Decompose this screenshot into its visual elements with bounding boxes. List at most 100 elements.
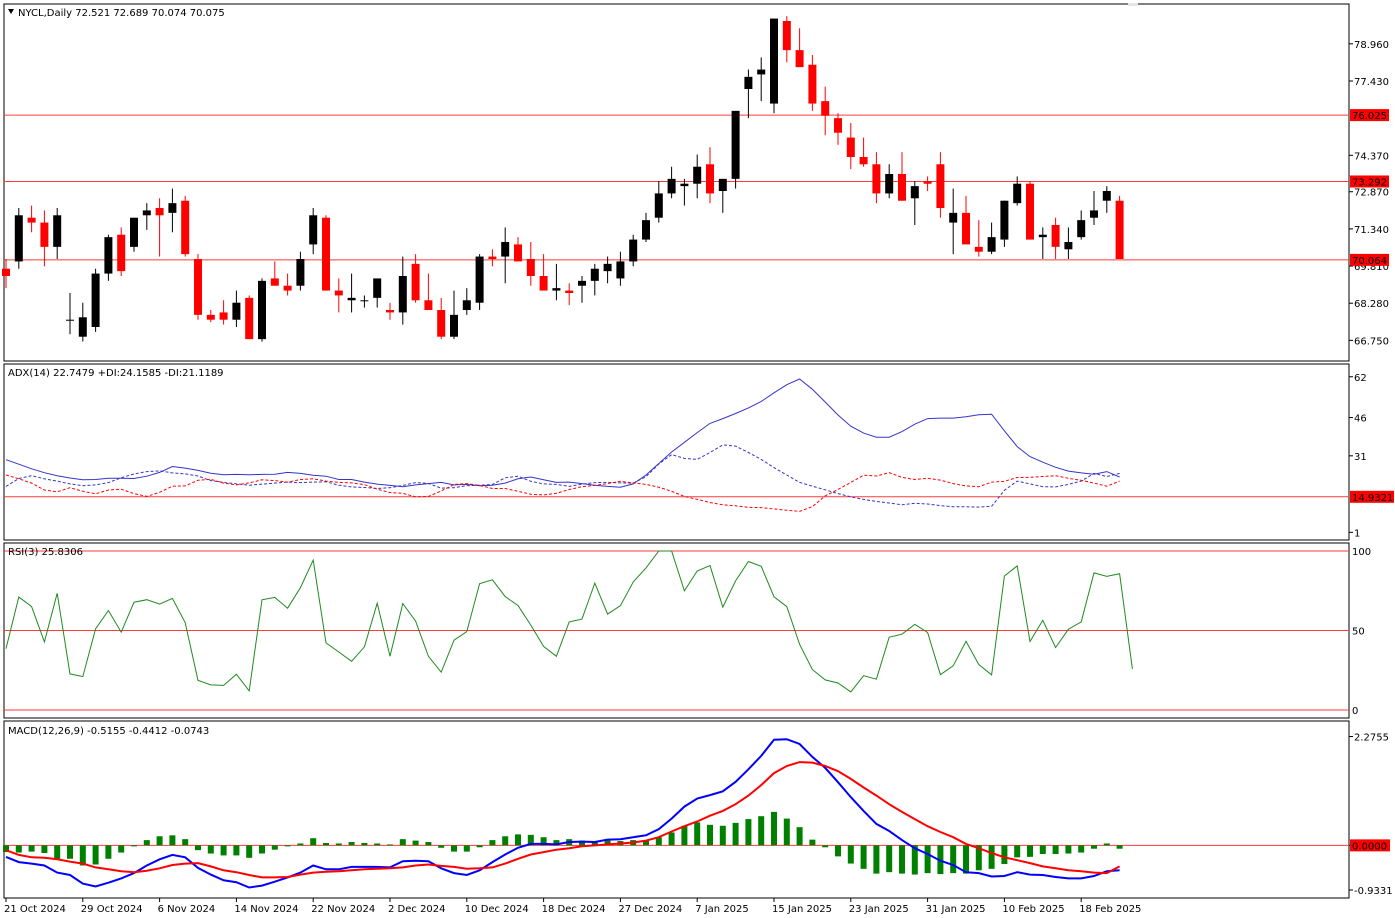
bullish-candle[interactable] <box>1090 210 1098 218</box>
bearish-candle[interactable] <box>962 212 970 245</box>
bearish-candle[interactable] <box>283 285 292 291</box>
bearish-candle[interactable] <box>514 244 522 262</box>
bullish-candle[interactable] <box>667 178 676 194</box>
minus-di-line[interactable] <box>5 472 1120 512</box>
bullish-candle[interactable] <box>770 18 778 104</box>
bullish-candle[interactable] <box>360 300 369 302</box>
bearish-candle[interactable] <box>488 256 497 259</box>
bullish-candle[interactable] <box>1013 183 1022 204</box>
bearish-candle[interactable] <box>1026 183 1034 240</box>
bearish-candle[interactable] <box>974 246 983 252</box>
bearish-candle[interactable] <box>936 164 945 208</box>
bearish-candle[interactable] <box>322 217 330 291</box>
bearish-candle[interactable] <box>795 50 804 68</box>
bullish-candle[interactable] <box>296 259 305 286</box>
bullish-candle[interactable] <box>718 178 727 191</box>
bullish-candle[interactable] <box>14 215 23 262</box>
bearish-candle[interactable] <box>1051 225 1060 247</box>
rsi-line[interactable] <box>5 550 1133 693</box>
bearish-candle[interactable] <box>245 297 254 340</box>
bullish-candle[interactable] <box>910 186 919 199</box>
bullish-candle[interactable] <box>462 300 471 310</box>
bearish-candle[interactable] <box>923 181 932 184</box>
bearish-candle[interactable] <box>40 222 49 247</box>
bullish-candle[interactable] <box>309 215 318 245</box>
bullish-candle[interactable] <box>603 263 612 272</box>
bullish-candle[interactable] <box>53 215 62 247</box>
bearish-candle[interactable] <box>859 157 868 165</box>
macd-histogram-bar <box>527 834 534 846</box>
bearish-candle[interactable] <box>270 278 279 286</box>
bearish-candle[interactable] <box>565 290 574 293</box>
bullish-candle[interactable] <box>680 183 689 187</box>
bearish-candle[interactable] <box>526 259 535 276</box>
bearish-candle[interactable] <box>181 200 190 255</box>
bullish-candle[interactable] <box>1064 242 1073 250</box>
signal-line[interactable] <box>5 761 1121 879</box>
bearish-candle[interactable] <box>194 259 202 315</box>
bullish-candle[interactable] <box>744 76 753 89</box>
bullish-candle[interactable] <box>590 268 599 281</box>
bearish-candle[interactable] <box>219 312 228 320</box>
rsi-panel-title: RSI(3) 25.8306 <box>8 547 83 558</box>
bullish-candle[interactable] <box>578 280 586 286</box>
macd-histogram-bar <box>1039 845 1046 854</box>
bullish-candle[interactable] <box>629 239 638 262</box>
bullish-candle[interactable] <box>987 237 996 252</box>
bearish-candle[interactable] <box>872 164 881 194</box>
bullish-candle[interactable] <box>949 212 958 223</box>
bearish-candle[interactable] <box>206 314 215 320</box>
bullish-candle[interactable] <box>450 314 458 337</box>
bearish-candle[interactable] <box>424 300 433 310</box>
bearish-candle[interactable] <box>27 217 36 223</box>
bullish-candle[interactable] <box>347 297 356 301</box>
bullish-candle[interactable] <box>616 261 625 279</box>
bullish-candle[interactable] <box>885 174 894 194</box>
bullish-candle[interactable] <box>104 237 113 274</box>
bullish-candle[interactable] <box>757 69 766 75</box>
bearish-candle[interactable] <box>706 164 714 194</box>
bearish-candle[interactable] <box>821 101 830 116</box>
adx-line[interactable] <box>5 378 1120 488</box>
bullish-candle[interactable] <box>258 280 266 340</box>
bullish-candle[interactable] <box>142 210 151 216</box>
bearish-candle[interactable] <box>1115 200 1124 259</box>
triangle-down-icon[interactable] <box>8 9 14 14</box>
bullish-candle[interactable] <box>130 217 138 247</box>
bullish-candle[interactable] <box>373 278 382 298</box>
bullish-candle[interactable] <box>1038 234 1047 238</box>
bearish-candle[interactable] <box>539 276 548 291</box>
bullish-candle[interactable] <box>642 220 650 240</box>
bullish-candle[interactable] <box>398 276 407 313</box>
bearish-candle[interactable] <box>2 268 10 276</box>
plus-di-line[interactable] <box>5 444 1120 508</box>
bullish-candle[interactable] <box>78 317 87 337</box>
bullish-candle[interactable] <box>232 302 241 320</box>
bearish-candle[interactable] <box>334 290 343 296</box>
bullish-candle[interactable] <box>66 319 74 321</box>
bullish-candle[interactable] <box>654 193 663 218</box>
bullish-candle[interactable] <box>1077 220 1086 238</box>
bearish-candle[interactable] <box>846 137 855 157</box>
bearish-candle[interactable] <box>386 310 394 313</box>
bullish-candle[interactable] <box>1102 191 1111 201</box>
bearish-candle[interactable] <box>808 64 817 104</box>
bullish-candle[interactable] <box>731 110 740 179</box>
bullish-candle[interactable] <box>91 273 100 327</box>
bearish-candle[interactable] <box>782 21 791 51</box>
bearish-candle[interactable] <box>834 118 842 133</box>
bullish-candle[interactable] <box>693 166 702 184</box>
bullish-candle[interactable] <box>168 203 177 213</box>
bearish-candle[interactable] <box>117 234 126 272</box>
bullish-candle[interactable] <box>1000 200 1009 240</box>
bullish-candle[interactable] <box>475 256 484 303</box>
bullish-candle[interactable] <box>501 242 510 257</box>
bearish-candle[interactable] <box>437 310 446 337</box>
bullish-candle[interactable] <box>552 288 561 291</box>
bearish-candle[interactable] <box>411 263 420 301</box>
bearish-candle[interactable] <box>898 174 906 201</box>
macd-pane-frame <box>3 720 1350 899</box>
macd-histogram-bar <box>412 840 419 846</box>
bearish-candle[interactable] <box>155 208 164 216</box>
